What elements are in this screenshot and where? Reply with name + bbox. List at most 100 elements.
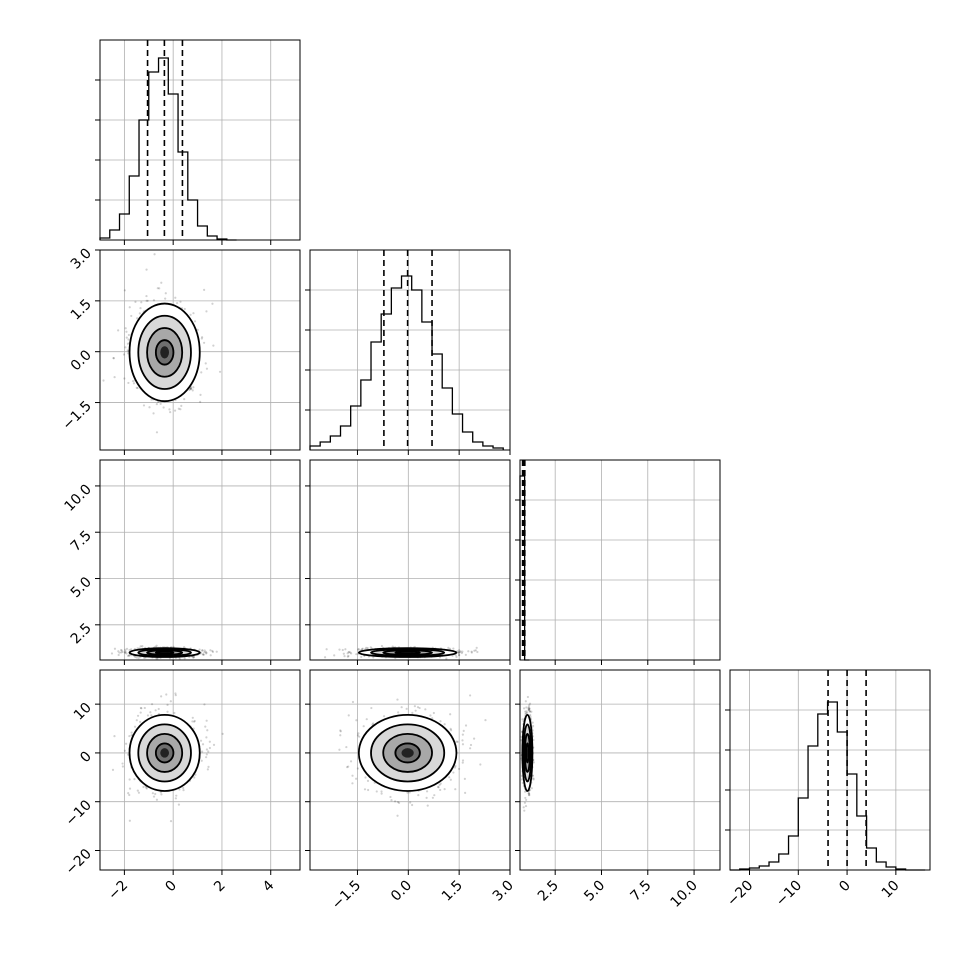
contour-line bbox=[128, 647, 201, 658]
sample-point bbox=[459, 650, 462, 653]
sample-point bbox=[429, 714, 432, 717]
sample-point bbox=[456, 650, 459, 653]
hist-panel-3 bbox=[515, 459, 721, 661]
sample-point bbox=[201, 743, 205, 746]
sample-point bbox=[438, 783, 441, 786]
sample-point bbox=[149, 711, 152, 714]
sample-point bbox=[426, 804, 429, 807]
sample-point bbox=[128, 648, 131, 652]
sample-point bbox=[198, 648, 201, 651]
sample-point bbox=[155, 403, 158, 406]
sample-point bbox=[113, 375, 116, 379]
sample-point bbox=[128, 787, 132, 790]
sample-point bbox=[520, 778, 524, 781]
sample-point bbox=[356, 767, 359, 770]
sample-point bbox=[361, 647, 364, 650]
panel-2-1 bbox=[99, 249, 301, 451]
sample-point bbox=[347, 765, 350, 768]
sample-point bbox=[357, 648, 360, 651]
sample-point bbox=[139, 307, 142, 310]
sample-point bbox=[405, 707, 408, 710]
sample-point bbox=[124, 650, 127, 653]
sample-point bbox=[425, 796, 428, 799]
sample-point bbox=[469, 743, 473, 747]
sample-point bbox=[130, 648, 133, 651]
contour-line bbox=[357, 647, 458, 658]
sample-point bbox=[180, 404, 183, 407]
sample-point bbox=[111, 768, 115, 771]
sample-point bbox=[450, 729, 453, 732]
sample-point bbox=[470, 650, 473, 653]
contour-line bbox=[154, 742, 175, 764]
contour-line bbox=[357, 713, 458, 792]
sample-point bbox=[162, 406, 165, 409]
sample-point bbox=[166, 710, 169, 713]
sample-point bbox=[203, 649, 206, 652]
sample-point bbox=[123, 289, 126, 292]
sample-point bbox=[453, 766, 457, 769]
sample-point bbox=[145, 268, 148, 271]
sample-point bbox=[461, 733, 464, 736]
sample-point bbox=[339, 734, 342, 737]
sample-point bbox=[474, 649, 477, 652]
sample-point bbox=[182, 786, 185, 790]
sample-point bbox=[200, 337, 203, 340]
sample-point bbox=[521, 718, 524, 721]
sample-point bbox=[391, 645, 394, 648]
sample-point bbox=[133, 778, 136, 781]
sample-point bbox=[528, 710, 531, 713]
sample-point bbox=[346, 766, 349, 769]
sample-point bbox=[439, 782, 442, 785]
panel-4-2 bbox=[309, 669, 511, 871]
sample-point bbox=[155, 644, 158, 647]
panel-3-1 bbox=[99, 459, 301, 661]
panel-content bbox=[100, 250, 300, 450]
x-tick-label: 1.5 bbox=[439, 878, 466, 905]
sample-point bbox=[159, 402, 162, 405]
sample-point bbox=[124, 346, 127, 349]
sample-point bbox=[527, 709, 531, 712]
sample-point bbox=[351, 774, 354, 777]
y-tick-label: 7.5 bbox=[68, 528, 95, 555]
sample-point bbox=[528, 792, 531, 796]
sample-point bbox=[130, 734, 133, 737]
x-tick-label: 0.0 bbox=[388, 878, 415, 905]
x-tick-label: 10.0 bbox=[668, 878, 701, 911]
sample-point bbox=[120, 649, 124, 652]
sample-point bbox=[355, 719, 358, 722]
y-tick-label: −10 bbox=[63, 797, 95, 829]
sample-point bbox=[351, 782, 354, 785]
panel-grid bbox=[520, 670, 720, 870]
sample-point bbox=[124, 742, 128, 745]
sample-point bbox=[199, 400, 202, 403]
hist-grid-4 bbox=[730, 670, 930, 870]
x-tick-label: −20 bbox=[724, 878, 756, 910]
sample-point bbox=[145, 786, 148, 789]
y-tick-label: 0 bbox=[77, 748, 95, 766]
sample-point bbox=[126, 349, 129, 352]
sample-point bbox=[343, 655, 346, 658]
sample-point bbox=[169, 410, 172, 414]
sample-point bbox=[205, 748, 209, 751]
sample-point bbox=[382, 715, 386, 718]
sample-point bbox=[458, 651, 462, 654]
sample-point bbox=[389, 795, 392, 799]
x-tick-label: 10 bbox=[879, 878, 903, 902]
sample-point bbox=[424, 708, 427, 711]
sample-point bbox=[350, 652, 353, 655]
y-tick-label: 10 bbox=[71, 700, 95, 724]
sample-point bbox=[121, 650, 124, 654]
sample-point bbox=[130, 314, 133, 318]
sample-point bbox=[370, 706, 373, 710]
sample-point bbox=[135, 386, 138, 389]
sample-point bbox=[183, 645, 186, 649]
contour-line bbox=[146, 327, 184, 378]
panel-content bbox=[310, 460, 510, 660]
sample-point bbox=[456, 740, 459, 743]
sample-point bbox=[380, 792, 383, 795]
sample-point bbox=[117, 650, 120, 653]
sample-point bbox=[525, 710, 528, 713]
x-tick-label: 5.0 bbox=[581, 878, 608, 905]
sample-point bbox=[143, 656, 146, 659]
y-tick-label: −20 bbox=[63, 846, 95, 878]
